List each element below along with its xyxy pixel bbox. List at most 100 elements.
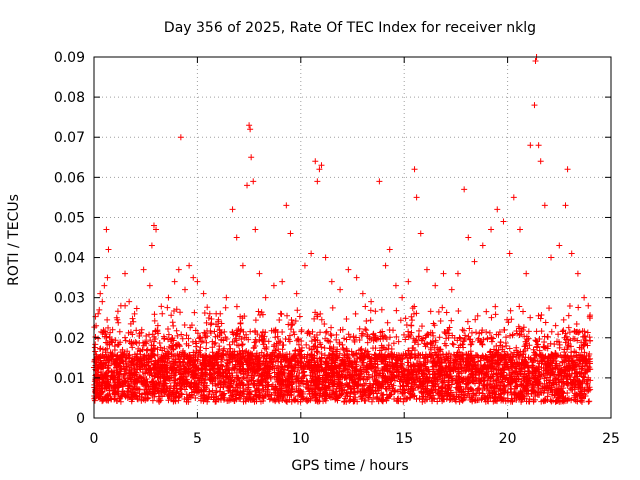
data-point bbox=[583, 352, 590, 359]
data-point bbox=[495, 331, 502, 338]
data-point bbox=[495, 360, 502, 367]
data-point bbox=[548, 328, 555, 335]
data-point bbox=[464, 384, 471, 391]
data-point bbox=[537, 315, 544, 322]
data-point bbox=[276, 316, 283, 323]
data-point bbox=[565, 312, 572, 319]
data-point bbox=[362, 366, 369, 373]
data-point bbox=[99, 329, 106, 336]
data-point bbox=[91, 397, 98, 404]
data-point bbox=[138, 326, 145, 333]
data-point bbox=[508, 373, 515, 380]
data-point bbox=[104, 316, 111, 323]
data-point bbox=[496, 328, 503, 335]
data-point bbox=[271, 369, 278, 376]
data-point bbox=[152, 335, 159, 342]
data-point bbox=[157, 397, 164, 404]
data-point bbox=[364, 339, 371, 346]
data-point bbox=[446, 396, 453, 403]
data-point bbox=[356, 374, 363, 381]
data-point bbox=[400, 382, 407, 389]
data-point bbox=[447, 387, 454, 394]
data-point bbox=[294, 307, 301, 314]
data-point bbox=[161, 362, 168, 369]
data-point bbox=[139, 346, 146, 353]
data-point bbox=[515, 323, 522, 330]
data-point bbox=[343, 315, 350, 322]
data-point bbox=[104, 380, 111, 387]
data-point bbox=[431, 344, 438, 351]
data-point bbox=[132, 339, 139, 346]
data-point bbox=[329, 394, 336, 401]
data-point bbox=[165, 351, 172, 358]
data-point bbox=[538, 328, 545, 335]
data-point bbox=[494, 357, 501, 364]
data-point bbox=[231, 398, 238, 405]
data-point bbox=[225, 375, 232, 382]
data-point bbox=[537, 352, 544, 359]
data-point bbox=[252, 391, 259, 398]
data-point bbox=[192, 356, 199, 363]
data-point bbox=[253, 385, 260, 392]
data-point bbox=[560, 385, 567, 392]
data-point bbox=[243, 395, 250, 402]
data-point bbox=[251, 396, 258, 403]
data-point bbox=[371, 358, 378, 365]
data-point bbox=[170, 322, 177, 329]
data-point bbox=[166, 392, 173, 399]
data-point bbox=[416, 358, 423, 365]
data-point bbox=[455, 394, 462, 401]
data-point bbox=[143, 391, 150, 398]
data-point bbox=[462, 368, 469, 375]
data-point bbox=[280, 342, 287, 349]
data-point bbox=[148, 353, 155, 360]
data-point bbox=[471, 365, 478, 372]
data-point bbox=[503, 372, 510, 379]
data-point bbox=[227, 345, 234, 352]
data-point bbox=[229, 351, 236, 358]
data-point bbox=[209, 338, 216, 345]
data-point bbox=[507, 363, 514, 370]
data-point bbox=[188, 322, 195, 329]
data-point bbox=[300, 380, 307, 387]
data-point bbox=[574, 373, 581, 380]
data-point bbox=[523, 333, 530, 340]
data-point bbox=[450, 367, 457, 374]
data-point bbox=[141, 339, 148, 346]
data-point bbox=[182, 365, 189, 372]
data-point bbox=[565, 324, 572, 331]
data-point bbox=[245, 384, 252, 391]
data-point bbox=[562, 339, 569, 346]
data-point bbox=[374, 378, 381, 385]
data-point bbox=[419, 335, 426, 342]
data-point bbox=[323, 385, 330, 392]
data-point bbox=[217, 329, 224, 336]
data-point bbox=[292, 317, 299, 324]
data-point bbox=[522, 383, 529, 390]
data-point bbox=[383, 386, 390, 393]
data-point bbox=[197, 344, 204, 351]
data-point bbox=[323, 328, 330, 335]
data-point bbox=[306, 364, 313, 371]
data-point bbox=[422, 334, 429, 341]
data-point bbox=[370, 345, 377, 352]
data-point bbox=[192, 338, 199, 345]
data-point bbox=[525, 390, 532, 397]
data-point bbox=[207, 321, 214, 328]
data-point bbox=[435, 383, 442, 390]
data-point bbox=[321, 320, 328, 327]
data-point bbox=[358, 392, 365, 399]
data-point bbox=[560, 316, 567, 323]
data-point bbox=[478, 329, 485, 336]
data-point bbox=[434, 389, 441, 396]
data-point bbox=[522, 358, 529, 365]
data-point bbox=[132, 369, 139, 376]
data-point bbox=[532, 351, 539, 358]
data-point bbox=[193, 364, 200, 371]
data-point bbox=[101, 333, 108, 340]
data-point bbox=[222, 304, 229, 311]
data-point bbox=[395, 398, 402, 405]
data-point bbox=[286, 332, 293, 339]
data-point bbox=[229, 364, 236, 371]
data-point bbox=[203, 371, 210, 378]
